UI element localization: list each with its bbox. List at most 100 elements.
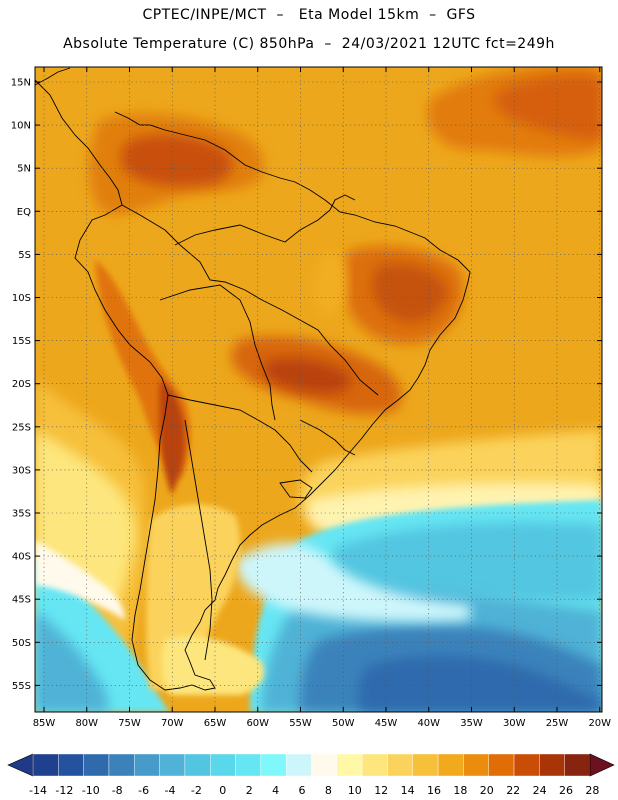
title-line-2: Absolute Temperature (C) 850hPa – 24/03/… [63,36,555,52]
lon-label: 55W [289,718,312,729]
colorbar-label: 6 [299,784,306,797]
lat-label: 30S [12,465,31,476]
colorbar-swatch [108,753,135,777]
lat-label: 5N [17,164,31,175]
colorbar-swatch [134,753,160,777]
ne-brazil-core [372,263,448,323]
colorbar-swatch [564,753,591,777]
coastlines [34,67,471,691]
colorbar-swatch [260,753,287,777]
title-line-1: CPTEC/INPE/MCT – Eta Model 15km – GFS [142,7,476,23]
lon-label: 65W [204,718,227,729]
border-bolivia [159,284,276,421]
temperature-map: 15N 10N 5N EQ 5S 10S 15S 20S 25S 30S 35S 40S 45S 50S 5… [11,66,611,729]
lat-label: 25S [12,422,31,433]
colorbar-label: 26 [559,784,573,797]
lon-label: 25W [546,718,569,729]
colorbar-swatch [437,753,464,777]
lat-label: 40S [12,552,31,563]
lon-label: 60W [246,718,269,729]
lat-label: 55S [12,681,31,692]
colorbar-end-right [589,753,615,777]
deep-cold-atlantic [358,655,602,712]
border-north [121,204,379,396]
colorbar-label: 18 [453,784,467,797]
colorbar-swatch [210,753,236,777]
colorbar-label: 8 [325,784,332,797]
lagoon-outline [279,479,313,499]
colorbar-label: 16 [427,784,441,797]
venezuela-hot [120,134,232,187]
lon-label: 70W [161,718,184,729]
lat-label: 10N [11,121,31,132]
colorbar-swatch [311,753,338,777]
lat-label: 10S [12,293,31,304]
colorbar-boxes [7,753,615,777]
colorbar-swatch [361,753,388,777]
colder-pacific [35,610,110,712]
lat-label: EQ [17,207,31,218]
colorbar-label: -14 [29,784,47,797]
colorbar-labels: -14 -12 -10 -8 -6 -4 -2 0 2 4 6 8 10 12 14 16 18 20 22 24 26… [29,784,599,797]
lon-label: 45W [375,718,398,729]
colorbar-label: 28 [585,784,599,797]
front-pale-band [235,543,470,622]
colorbar-label: 10 [348,784,362,797]
colorbar-label: 2 [246,784,253,797]
colorbar-swatch [285,753,312,777]
colorbar-swatch [488,753,515,777]
border-guianas [329,194,356,211]
colorbar-swatch [58,753,84,777]
colorbar-swatch [83,753,110,777]
colorbar-label: 22 [506,784,520,797]
colorbar-swatch [412,753,439,777]
lon-label: 30W [503,718,526,729]
south-america-coast [34,79,471,691]
patagonia-pale [161,636,264,695]
colorbar-label: 14 [401,784,415,797]
lon-label: 80W [75,718,98,729]
lat-label: 5S [18,250,31,261]
lat-label: 45S [12,595,31,606]
lon-label: 75W [118,718,141,729]
colorbar-label: 0 [219,784,226,797]
colorbar-swatch [513,753,540,777]
colorbar-swatch [336,753,363,777]
colorbar-label: 12 [374,784,388,797]
lon-label: 50W [332,718,355,729]
colorbar: -14 -12 -10 -8 -6 -4 -2 0 2 4 6 8 10 12 14 16 18 20 22 24 26… [7,753,615,797]
colorbar-label: -12 [55,784,73,797]
lat-label: 15S [12,336,31,347]
colorbar-swatch [539,753,565,777]
colorbar-label: -2 [191,784,202,797]
colorbar-label: -8 [112,784,123,797]
colorbar-label: 24 [533,784,547,797]
central-brazil-core [263,358,351,394]
lon-label: 85W [33,718,56,729]
colorbar-label: 20 [480,784,494,797]
map-frame [34,66,603,713]
colorbar-swatch [235,753,262,777]
central-america-coast [34,67,71,86]
lat-label: 15N [11,78,31,89]
border-chile-argentina [184,419,213,661]
lon-label: 40W [417,718,440,729]
colorbar-swatch [387,753,413,777]
colorbar-end-left [7,753,34,777]
colorbar-label: -4 [165,784,176,797]
colorbar-label: -6 [138,784,149,797]
lat-label: 20S [12,379,31,390]
lat-label: 50S [12,638,31,649]
colorbar-swatch [32,753,59,777]
amazon-mild [314,250,347,315]
lon-label: 20W [588,718,611,729]
longitude-labels: 85W 80W 75W 70W 65W 60W 55W 50W 45W 40W 35W 30W 25W 2… [33,718,611,729]
border-amazon [174,209,331,246]
colorbar-label: 4 [272,784,279,797]
colorbar-label: -10 [82,784,100,797]
hot-patch-atlantic [495,75,602,140]
cold-atlantic-mid [329,522,602,600]
latitude-labels: 15N 10N 5N EQ 5S 10S 15S 20S 25S 30S 35S 40S 45S 50S 5… [11,78,31,692]
lat-label: 35S [12,509,31,520]
map-field [35,67,602,712]
